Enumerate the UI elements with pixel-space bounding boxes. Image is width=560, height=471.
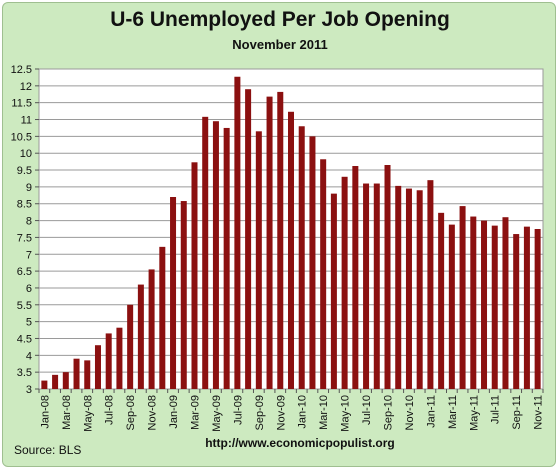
bar [212,121,219,390]
x-tick-label: Mar-10 [318,395,330,430]
bar [170,197,177,389]
bar [266,96,273,389]
x-tick-label: Nov-11 [533,395,545,430]
bar [94,345,101,389]
x-tick-label: Sep-08 [125,395,137,430]
bar [513,234,520,389]
x-tick-label: Nov-09 [275,395,287,430]
bar [534,229,541,389]
bar [234,76,241,389]
bar [159,246,166,389]
y-tick-label: 8.5 [17,199,32,211]
x-tick-label: May-10 [340,395,352,432]
bar [127,304,134,389]
bar [298,126,305,390]
bar [416,190,423,389]
y-tick-label: 8 [26,216,32,228]
bars [41,76,541,390]
y-tick-label: 3.5 [17,367,32,379]
bar [73,358,80,389]
x-tick-label: Nov-10 [404,395,416,430]
x-tick-label: Jul-08 [104,395,116,425]
bar [373,183,380,389]
y-tick-label: 6 [26,283,32,295]
y-tick-label: 12.5 [11,64,32,76]
chart-subtitle: November 2011 [232,37,328,52]
bar [352,166,359,389]
bar [52,374,59,389]
y-tick-label: 3 [26,384,32,396]
chart-title: U-6 Unemployed Per Job Opening [110,8,450,31]
bar [180,201,187,389]
bar [245,89,252,390]
bar [341,176,348,389]
source-label: Source: BLS [14,443,82,457]
bar [448,224,455,389]
x-tick-label: Jul-11 [490,395,502,424]
y-axis: 3 3.5 4 4.5 5 5.5 6 6.5 7 7.5 8 8.5 9 9.5 10 10.5 11 11.5… [11,64,39,396]
bar [191,162,198,389]
x-tick-label: Mar-08 [61,395,73,430]
x-tick-label: Jan-09 [168,395,180,429]
x-tick-label: May-11 [468,395,480,431]
x-tick-label: May-09 [211,395,223,432]
y-tick-label: 9.5 [17,165,32,177]
x-tick-label: Jan-08 [39,395,51,429]
y-tick-label: 11 [21,115,32,127]
y-tick-label: 6.5 [17,266,32,278]
bar [330,193,337,389]
x-tick-label: Jul-10 [361,395,373,425]
x-tick-label: May-08 [82,395,94,432]
x-tick-label: Jul-09 [232,395,244,425]
x-tick-label: Mar-11 [447,395,459,429]
y-tick-label: 7 [26,249,32,261]
y-tick-label: 11.5 [11,98,32,110]
bar [223,127,230,390]
y-tick-label: 10.5 [11,131,32,143]
bar [459,206,466,389]
x-tick-label: Sep-09 [254,395,266,430]
x-axis: Jan-08 Mar-08 May-08 Jul-08 Sep-08 Nov-08 Jan-… [38,389,545,432]
x-tick-label: Sep-11 [511,395,523,430]
x-tick-label: Sep-10 [383,395,395,430]
x-tick-label: Nov-08 [147,395,159,430]
bar [427,180,434,389]
x-tick-label: Mar-09 [189,395,201,430]
y-tick-label: 5.5 [17,300,32,312]
y-tick-label: 10 [20,148,32,160]
bar [202,116,209,390]
y-tick-label: 12 [20,81,32,93]
bar [481,220,488,389]
bar [395,185,402,389]
bar [363,183,370,389]
x-tick-label: Jan-11 [425,395,437,428]
bar [41,380,48,389]
bar [277,91,284,389]
bar [148,269,155,389]
bar [137,284,144,389]
bar [84,360,91,389]
bar [438,212,445,389]
y-tick-label: 9 [26,182,32,194]
bar [320,159,327,389]
bar [116,327,123,389]
bar [502,217,509,389]
y-tick-label: 4.5 [17,333,32,345]
bar [384,165,391,389]
source-url: http://www.economicpopulist.org [205,436,395,450]
y-tick-label: 4 [26,350,32,362]
y-tick-label: 7.5 [17,232,32,244]
bar [523,226,530,389]
bar [309,136,316,389]
y-tick-label: 5 [26,317,32,329]
bar [491,225,498,389]
bar [287,111,295,390]
bar [405,188,412,389]
bar [255,131,262,389]
x-tick-label: Jan-10 [297,395,309,429]
bar [105,333,112,389]
bar [470,216,477,389]
bar [62,372,69,389]
